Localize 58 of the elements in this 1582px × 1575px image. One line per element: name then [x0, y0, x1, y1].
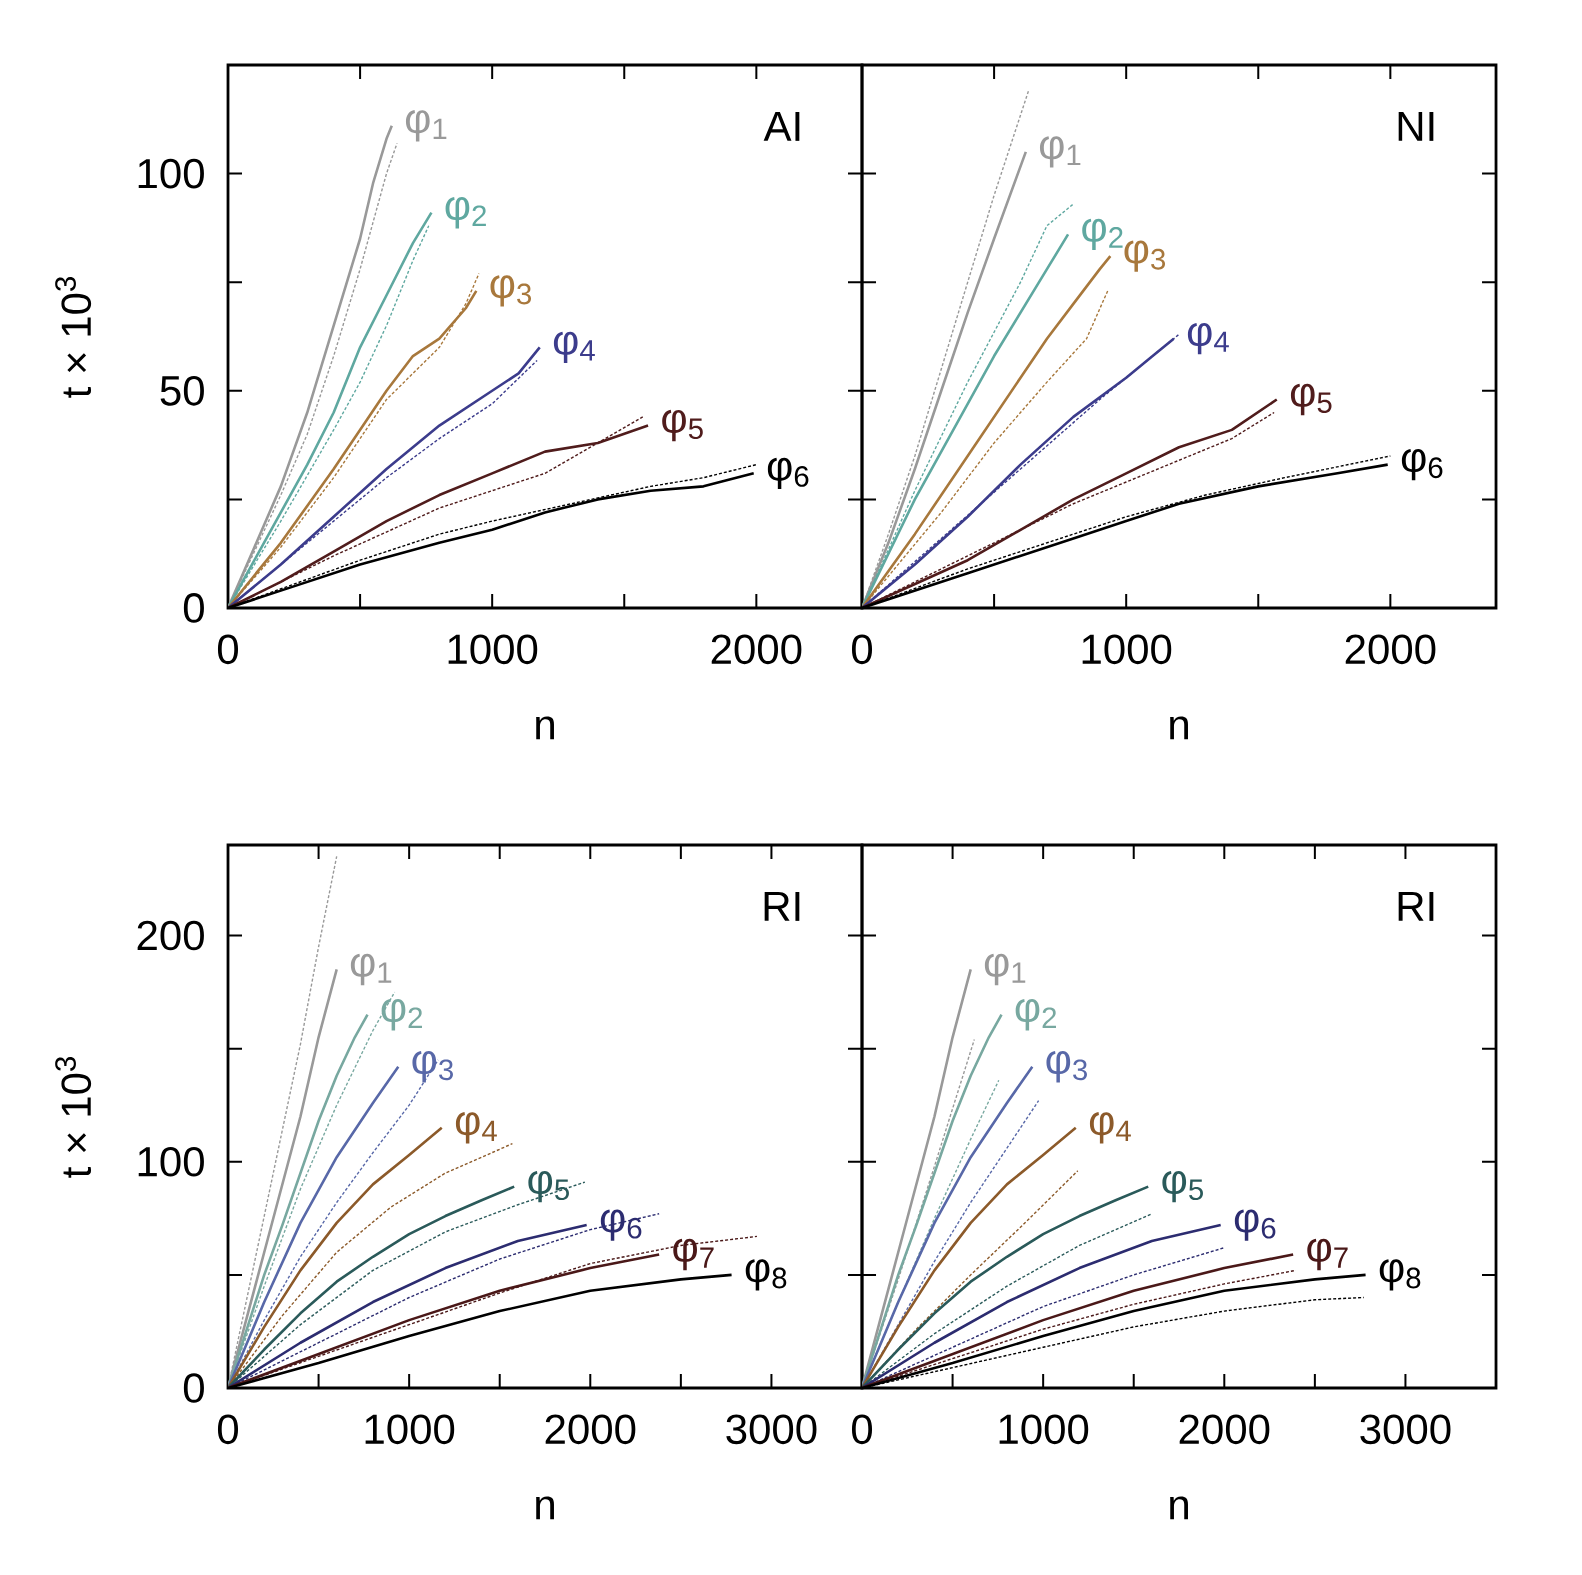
annotation: RI [1398, 891, 1434, 921]
series-label: φ$_{1}$ [405, 110, 447, 142]
series-label: φ$_{2}$ [445, 196, 486, 229]
annotation: AI [763, 111, 800, 141]
series-label: φ$_{3}$ [490, 275, 532, 307]
series-label: φ$_{6}$ [1234, 1209, 1276, 1241]
series-label: φ$_{1}$ [1039, 136, 1081, 168]
y-tick-label: 0 [183, 593, 204, 623]
series-label: φ$_{4}$ [553, 331, 595, 364]
x-axis-title: n [536, 716, 554, 740]
x-tick-label: 0 [851, 634, 873, 665]
x-tick-label: 0 [217, 1414, 239, 1445]
series-label: φ$_{1}$ [984, 953, 1026, 986]
x-tick-label: 2000 [1179, 1414, 1270, 1445]
y-tick-label: 100 [138, 158, 204, 189]
series-label: φ$_{2}$ [1082, 218, 1123, 251]
series-label: φ$_{3}$ [1124, 240, 1166, 272]
series-label: φ$_{3}$ [412, 1051, 453, 1083]
series-label: φ$_{2}$ [381, 998, 422, 1031]
series-label: φ$_{5}$ [528, 1170, 569, 1203]
y-tick-label: 200 [137, 920, 204, 951]
annotation: NI [1398, 111, 1434, 141]
series-label: φ$_{4}$ [455, 1112, 497, 1144]
y-tick-label: 50 [160, 375, 204, 406]
annotation: RI [764, 891, 800, 921]
x-tick-label: 1000 [999, 1414, 1089, 1445]
x-tick-label: 3000 [726, 1414, 817, 1445]
series-label: φ$_{4}$ [1187, 322, 1229, 355]
series-label: φ$_{2}$ [1015, 998, 1056, 1031]
x-tick-label: 0 [851, 1414, 873, 1445]
legend-label: φ$_{6}$ [767, 457, 809, 490]
x-tick-label: 2000 [1345, 634, 1436, 665]
series-label: φ$_{4}$ [1089, 1112, 1131, 1144]
x-tick-label: 1000 [1082, 634, 1172, 665]
series-label: φ$_{7}$ [673, 1238, 714, 1271]
legend-label: φ$_{8}$ [1379, 1259, 1421, 1291]
series-label: φ$_{5}$ [662, 409, 703, 442]
series-label: φ$_{1}$ [350, 953, 392, 986]
x-tick-label: 2000 [711, 634, 802, 665]
y-tick-label: 0 [183, 1373, 204, 1403]
series-label: φ$_{3}$ [1046, 1051, 1087, 1083]
x-tick-label: 1000 [365, 1414, 455, 1445]
x-tick-label: 1000 [448, 634, 538, 665]
x-axis-title: n [1170, 1496, 1188, 1520]
x-tick-label: 3000 [1360, 1414, 1451, 1445]
y-axis-title: t × 10$^{3}$ [55, 276, 92, 398]
series-label: φ$_{7}$ [1307, 1238, 1348, 1271]
legend-label: φ$_{8}$ [745, 1259, 787, 1291]
x-tick-label: 2000 [545, 1414, 636, 1445]
x-axis-title: n [536, 1496, 554, 1520]
series-label: φ$_{6}$ [600, 1209, 642, 1241]
series-label: φ$_{6}$ [1401, 448, 1443, 481]
y-axis-title: t × 10$^{3}$ [55, 1056, 92, 1178]
y-tick-label: 100 [138, 1146, 204, 1177]
x-tick-label: 0 [217, 634, 239, 665]
x-axis-title: n [1170, 716, 1188, 740]
series-label: φ$_{5}$ [1162, 1170, 1203, 1203]
series-label: φ$_{5}$ [1290, 383, 1332, 416]
